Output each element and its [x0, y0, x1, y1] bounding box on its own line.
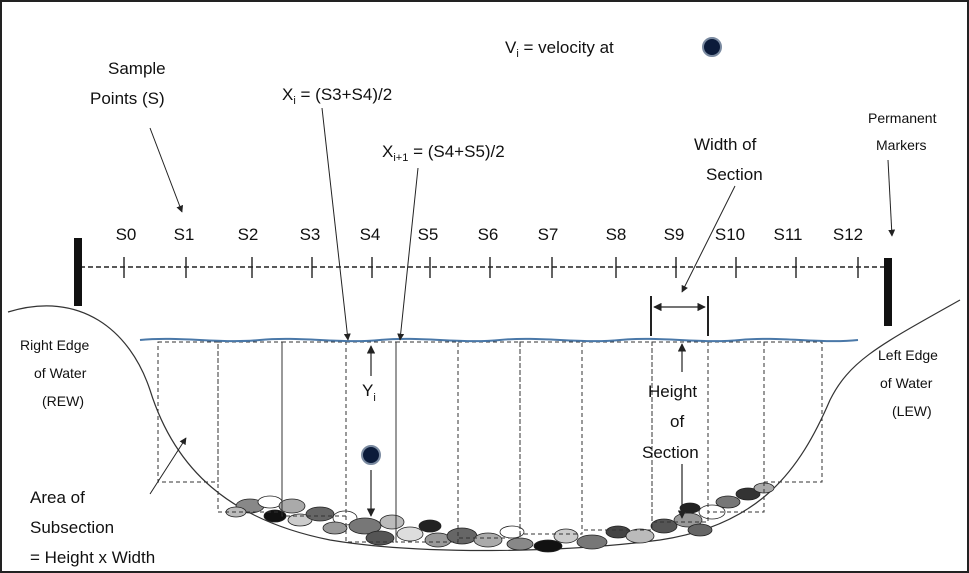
velocity-legend: Vi = velocity at [505, 38, 614, 60]
velocity-legend-dot [702, 37, 722, 57]
station-label-s1: S1 [174, 225, 195, 244]
channel-bed [7, 299, 961, 552]
right-edge-label-1: Right Edge [20, 337, 89, 353]
station-label-s3: S3 [300, 225, 321, 244]
station-label-s12: S12 [833, 225, 863, 244]
height-of-section-label-1: Height [648, 382, 697, 401]
xi1-arrow [397, 167, 419, 341]
subsection-boxes [157, 341, 823, 543]
station-label-s4: S4 [360, 225, 381, 244]
area-label-2: Subsection [30, 518, 114, 537]
permanent-markers-label-1: Permanent [868, 110, 937, 126]
right-edge-label-3: (REW) [42, 393, 84, 409]
sample-points-label-2: Points (S) [90, 89, 165, 108]
xi1-label: Xi+1 = (S4+S5)/2 [382, 142, 505, 164]
station-label-s10: S10 [715, 225, 745, 244]
left-marker-post [884, 258, 892, 326]
area-arrow [149, 437, 187, 495]
xi-arrow [321, 107, 351, 341]
sample-points-label-1: Sample [108, 59, 166, 78]
left-edge-label-2: of Water [880, 375, 933, 391]
width-of-section-label-1: Width of [694, 135, 757, 154]
station-ticks [123, 257, 859, 278]
station-label-s6: S6 [478, 225, 499, 244]
area-label-1: Area of [30, 488, 85, 507]
left-edge-label-3: (LEW) [892, 403, 932, 419]
xi-label: Xi = (S3+S4)/2 [282, 85, 392, 107]
width-of-section-label-2: Section [706, 165, 763, 184]
width-of-section-arrow [681, 185, 736, 293]
yi-label: Yi [362, 381, 376, 404]
station-label-s0: S0 [116, 225, 137, 244]
station-label-s2: S2 [238, 225, 259, 244]
station-label-s11: S11 [774, 225, 803, 244]
right-marker-post [74, 238, 82, 306]
station-label-s5: S5 [418, 225, 439, 244]
area-label-3: = Height x Width [30, 548, 155, 567]
station-labels: S0 S1 S2 S3 S4 S5 S6 S7 S8 S9 S10 S11 S12 [116, 225, 864, 244]
sediment-stones [225, 482, 775, 553]
sample-points-arrow [149, 127, 184, 213]
height-of-section-label-2: of [670, 412, 684, 431]
station-label-s7: S7 [538, 225, 559, 244]
water-surface [139, 337, 859, 343]
station-label-s8: S8 [606, 225, 627, 244]
station-label-s9: S9 [664, 225, 685, 244]
permanent-markers-arrow [887, 159, 896, 237]
right-edge-label-2: of Water [34, 365, 87, 381]
height-of-section-label-3: Section [642, 443, 699, 462]
velocity-point-dot [361, 445, 381, 465]
permanent-markers-label-2: Markers [876, 137, 927, 153]
left-edge-label-1: Left Edge [878, 347, 938, 363]
